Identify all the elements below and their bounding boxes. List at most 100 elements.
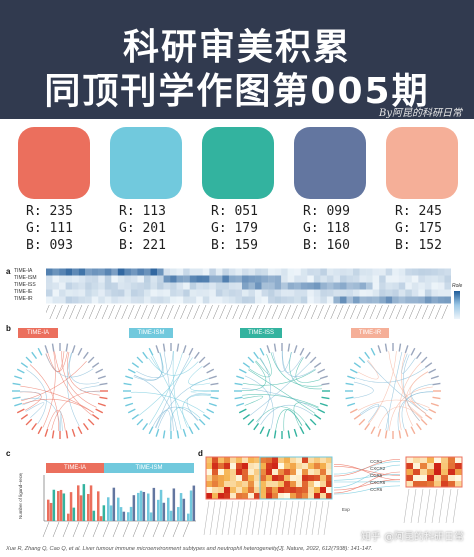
heatmap-cell bbox=[236, 469, 242, 475]
heatmap-cell bbox=[242, 475, 248, 481]
chord-diagram bbox=[123, 343, 219, 439]
heatmap-cell bbox=[248, 463, 254, 469]
chord-sector-tick bbox=[299, 426, 305, 435]
chord-sector-tick bbox=[182, 428, 187, 437]
heatmap-cell bbox=[326, 487, 332, 493]
chord-link bbox=[359, 403, 379, 423]
heatmap-cell bbox=[170, 275, 177, 283]
heatmap-cell bbox=[150, 289, 158, 297]
chord-sector-tick bbox=[16, 368, 25, 374]
chord-sector-tick bbox=[420, 356, 428, 364]
heatmap-cell bbox=[196, 268, 203, 276]
heatmap-cell bbox=[308, 487, 314, 493]
category-tick bbox=[72, 521, 80, 538]
heatmap-cell bbox=[46, 268, 53, 276]
author-credit: By阿昆的科研日常 bbox=[379, 108, 462, 119]
chord-sector-tick bbox=[384, 343, 388, 352]
heatmap-cell bbox=[339, 268, 347, 276]
chord-link bbox=[360, 405, 389, 431]
sample-tick bbox=[251, 500, 258, 536]
heatmap-cell bbox=[241, 268, 249, 276]
gene-tick bbox=[434, 305, 442, 320]
heatmap-cell bbox=[137, 282, 145, 290]
heatmap-cell bbox=[261, 289, 269, 297]
receptor-label: CCR5 bbox=[370, 473, 383, 478]
chord-sector-tick bbox=[398, 430, 402, 439]
heatmap-cell bbox=[307, 275, 315, 283]
heatmap-cell bbox=[236, 475, 242, 481]
heatmap-cell bbox=[272, 469, 278, 475]
heatmap-cell bbox=[406, 463, 413, 469]
heatmap-cell bbox=[202, 289, 210, 297]
heatmap-cell bbox=[206, 457, 212, 463]
chord-sector-tick bbox=[415, 351, 422, 360]
heatmap-cell bbox=[236, 457, 242, 463]
heatmap-cell bbox=[163, 268, 171, 276]
gene-tick bbox=[127, 305, 135, 320]
heatmap-cell bbox=[444, 268, 451, 276]
heatmap-cell bbox=[215, 289, 223, 297]
heatmap-cell bbox=[398, 296, 406, 304]
receptor-label: CCR1 bbox=[370, 459, 383, 464]
chord-sector-tick bbox=[266, 345, 271, 354]
gene-tick bbox=[206, 305, 213, 320]
heatmap-cell bbox=[230, 469, 236, 475]
heatmap-cell bbox=[183, 268, 190, 276]
bar bbox=[182, 498, 186, 521]
gene-tick bbox=[56, 305, 63, 320]
rgb-r-value: R: 235 bbox=[26, 204, 73, 219]
heatmap-cell bbox=[241, 282, 249, 290]
chord-link bbox=[270, 352, 322, 387]
panel-b-chord-diagrams bbox=[12, 343, 441, 439]
heatmap-cell bbox=[314, 469, 320, 475]
category-tick bbox=[42, 521, 50, 538]
bar bbox=[59, 489, 63, 521]
gene-tick bbox=[225, 305, 233, 320]
heatmap-cell bbox=[385, 282, 393, 290]
chord-sector-tick bbox=[16, 408, 25, 414]
receptor-label: CXCR2 bbox=[370, 466, 386, 471]
chord-sector-tick bbox=[20, 413, 29, 420]
heatmap-cell bbox=[248, 275, 256, 283]
chord-link bbox=[60, 410, 63, 432]
heatmap-cell bbox=[290, 475, 296, 481]
bar bbox=[172, 488, 176, 521]
heatmap-cell bbox=[242, 463, 248, 469]
heatmap-cell bbox=[313, 268, 321, 276]
heatmap-cell bbox=[320, 487, 326, 493]
gene-tick bbox=[62, 305, 70, 320]
heatmap-cell bbox=[157, 282, 164, 290]
heatmap-cell bbox=[228, 275, 236, 283]
chord-sector-tick bbox=[25, 418, 33, 426]
connector-link bbox=[333, 464, 401, 481]
heatmap-cell bbox=[209, 282, 217, 290]
heatmap-cell bbox=[274, 296, 282, 304]
heatmap-cell bbox=[300, 268, 308, 276]
heatmap-cell bbox=[313, 275, 321, 283]
sample-tick bbox=[239, 500, 246, 536]
heatmap-cell bbox=[268, 282, 275, 290]
heatmap-cell bbox=[59, 282, 66, 290]
heatmap-cell bbox=[104, 289, 112, 297]
heatmap-cell bbox=[398, 268, 406, 276]
chord-link bbox=[68, 352, 100, 385]
heatmap-cell bbox=[353, 296, 360, 304]
heatmap-cell bbox=[326, 457, 332, 463]
chord-link bbox=[20, 385, 94, 413]
heatmap-cell bbox=[260, 475, 266, 481]
chord-sector-tick bbox=[71, 345, 76, 354]
chord-link bbox=[255, 357, 271, 376]
heatmap-cell bbox=[413, 457, 420, 463]
chord-sector-tick bbox=[91, 362, 100, 369]
heatmap-cell bbox=[366, 282, 373, 290]
heatmap-cell bbox=[300, 289, 308, 297]
sample-tick bbox=[424, 488, 431, 524]
heatmap-cell bbox=[170, 282, 177, 290]
heatmap-cell bbox=[235, 275, 243, 283]
chord-sector-tick bbox=[127, 368, 136, 374]
heatmap-cell bbox=[366, 268, 373, 276]
heatmap-cell bbox=[413, 475, 420, 481]
chord-sector-tick bbox=[198, 356, 206, 364]
heatmap-cell bbox=[420, 463, 427, 469]
sample-tick bbox=[299, 500, 306, 536]
